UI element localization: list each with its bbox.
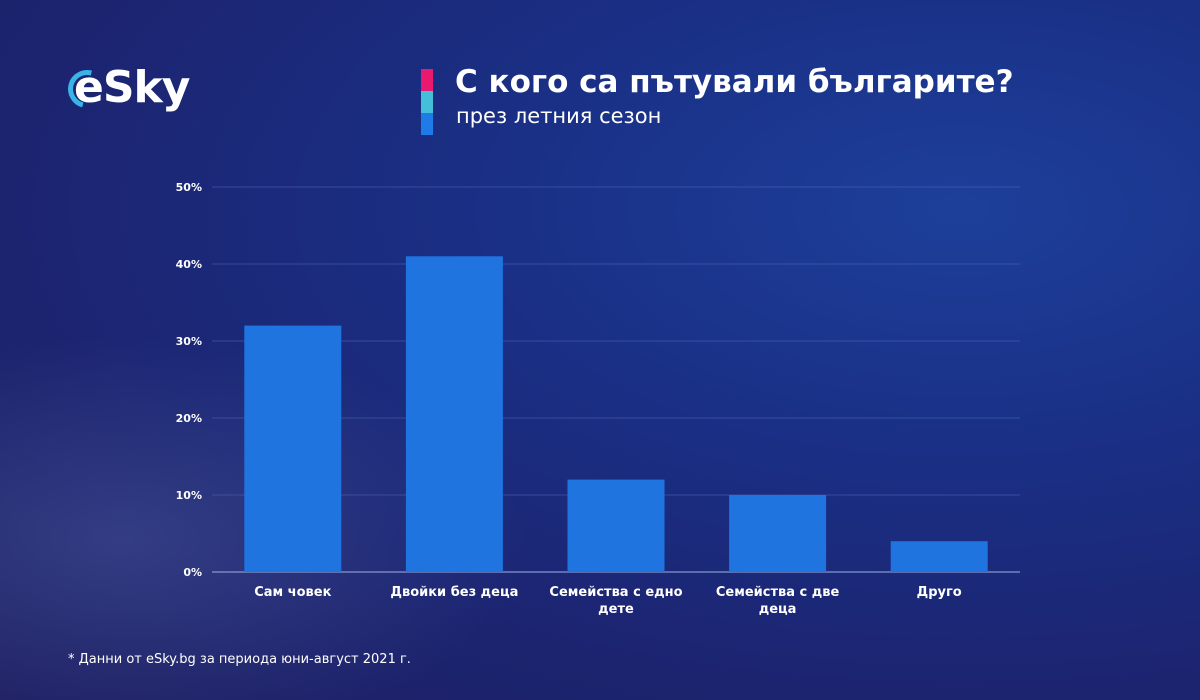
x-tick-label: Сам човек — [254, 585, 331, 600]
x-tick-label: Друго — [917, 585, 962, 600]
bar — [405, 256, 503, 572]
chart-subtitle: през летния сезон — [456, 104, 662, 128]
x-tick-label: Семейства с едно дете — [549, 585, 682, 617]
bar — [567, 479, 665, 572]
accent-pink — [421, 69, 433, 91]
accent-blue — [421, 113, 433, 135]
title-accent-bars — [421, 69, 433, 135]
logo-text: eSky — [74, 62, 190, 113]
y-tick-label: 40% — [176, 258, 202, 271]
bar — [244, 325, 342, 572]
esky-logo: eSky — [61, 62, 190, 115]
footnote: * Данни от eSky.bg за периода юни-август… — [68, 652, 411, 667]
bar — [890, 541, 988, 572]
chart-title: С кого са пътували българите? — [455, 64, 1014, 100]
accent-cyan — [421, 91, 433, 113]
bar — [729, 495, 827, 572]
x-tick-label: Семейства с две деца — [716, 585, 840, 617]
y-tick-label: 30% — [176, 335, 202, 348]
y-tick-label: 20% — [176, 412, 202, 425]
y-tick-label: 0% — [183, 566, 202, 579]
y-tick-label: 10% — [176, 489, 202, 502]
y-tick-label: 50% — [176, 181, 202, 194]
x-tick-label: Двойки без деца — [390, 585, 518, 600]
